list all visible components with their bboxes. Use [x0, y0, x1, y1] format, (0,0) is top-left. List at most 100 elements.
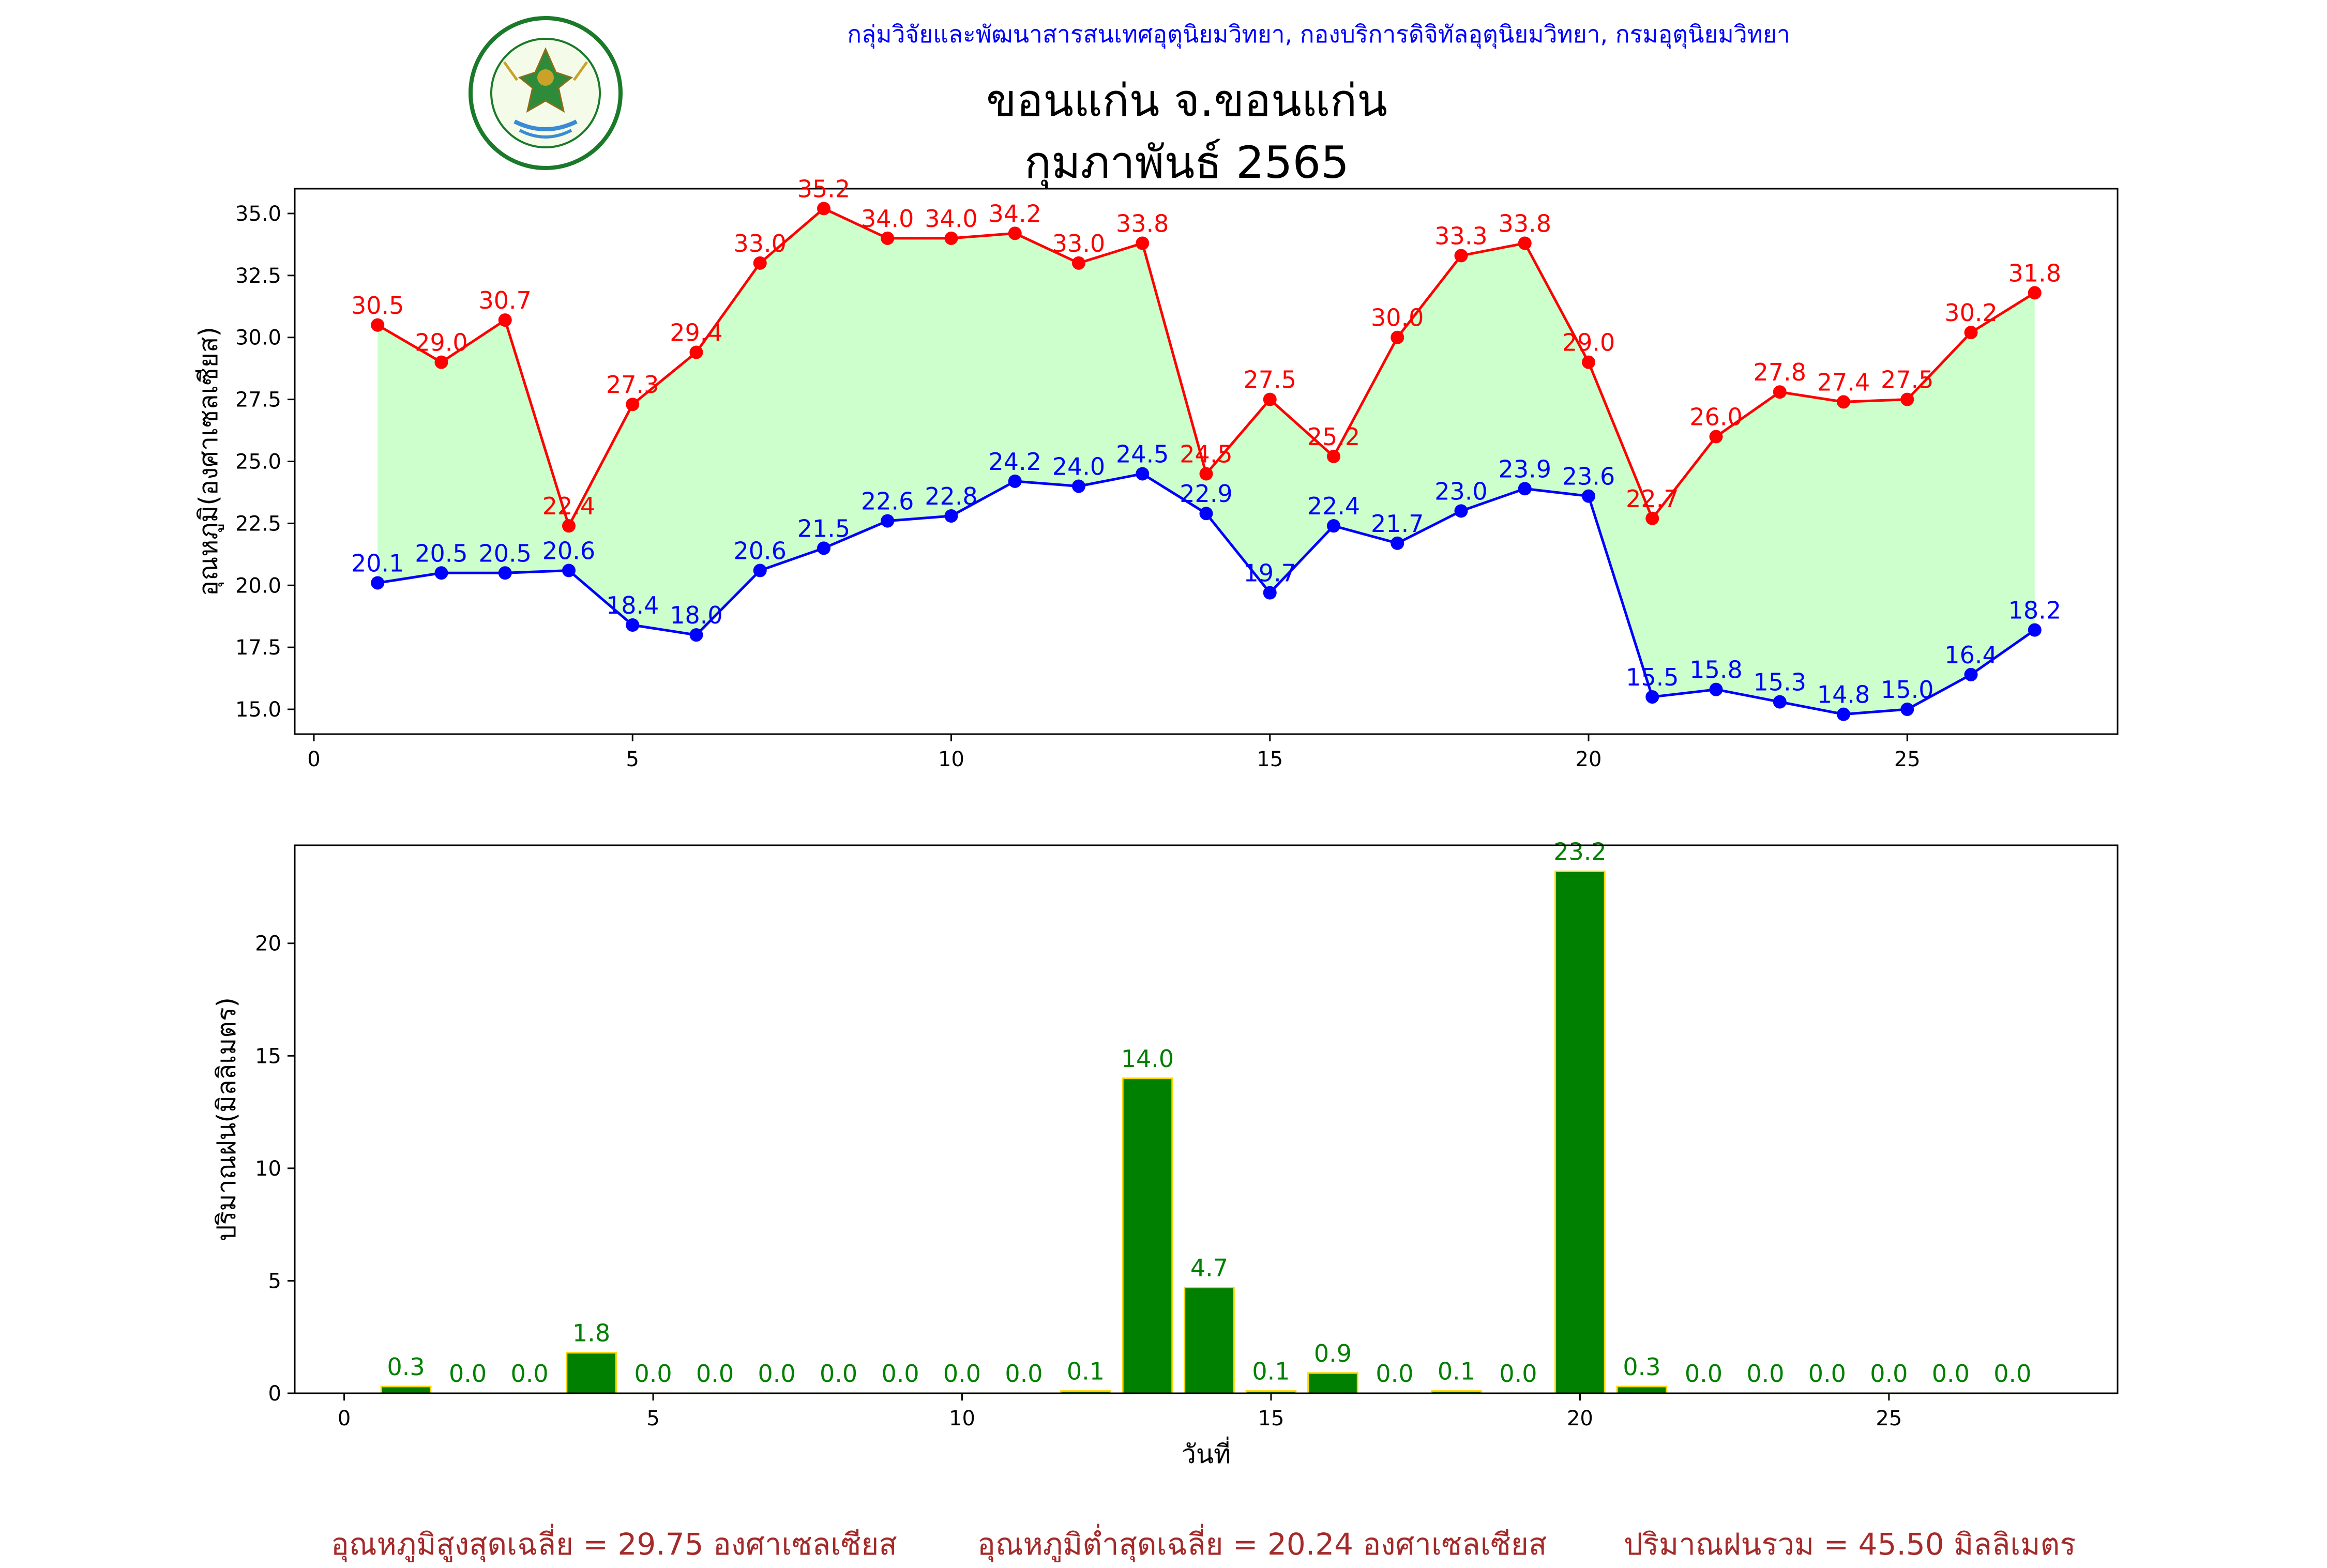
x-tick-label: 10: [949, 1407, 975, 1430]
min-temperature-point: [1773, 695, 1787, 709]
min-temperature-data-label: 15.5: [1626, 663, 1679, 691]
period-title: กุมภาพันธ์ 2565: [1024, 137, 1349, 189]
min-temperature-point: [2028, 623, 2042, 637]
max-temperature-data-label: 26.0: [1689, 403, 1742, 431]
y-tick-label: 20.0: [235, 574, 281, 598]
max-temperature-data-label: 33.8: [1499, 210, 1551, 238]
max-temperature-point: [371, 318, 385, 332]
min-temperature-point: [689, 628, 703, 642]
max-temperature-data-label: 25.2: [1307, 423, 1360, 451]
max-temperature-data-label: 30.5: [351, 292, 404, 319]
max-temperature-point: [1391, 330, 1404, 344]
rain-data-label: 0.0: [510, 1360, 548, 1388]
min-temperature-data-label: 20.1: [351, 549, 404, 577]
rain-data-label: 0.0: [820, 1360, 857, 1388]
max-temperature-point: [434, 355, 448, 369]
min-temperature-point: [753, 564, 767, 577]
rainfall-axes-frame: [294, 844, 2119, 1394]
min-temp-average: อุณหภูมิต่ำสุดเฉลี่ย = 20.24 องศาเซลเซีย…: [977, 1527, 1547, 1562]
min-temperature-point: [434, 566, 448, 580]
min-temperature-point: [881, 514, 895, 528]
y-tick-label: 10: [255, 1157, 281, 1181]
min-temperature-point: [1071, 479, 1085, 493]
max-temperature-data-label: 34.0: [861, 205, 914, 233]
min-temperature-point: [371, 576, 385, 590]
rainfall-chart: 0.3 0.0 0.0 1.8 0.0 0.0 0.0 0.0 0.0 0.0 0.0 0.1 14.0…: [211, 838, 2119, 1469]
rain-data-label: 0.1: [1067, 1358, 1105, 1386]
max-temperature-data-label: 35.2: [797, 175, 850, 203]
y-tick-label: 25.0: [235, 450, 281, 474]
y-tick-label: 20: [255, 932, 281, 956]
x-tick-label: 5: [626, 748, 639, 771]
rain-bar: [1122, 1077, 1173, 1394]
min-temperature-data-label: 18.4: [606, 591, 659, 619]
max-temperature-point: [944, 231, 958, 245]
total-rainfall: ปริมาณฝนรวม = 45.50 มิลลิเมตร: [1624, 1527, 2076, 1562]
rain-data-label: 0.0: [696, 1360, 734, 1388]
max-temperature-data-label: 27.3: [606, 371, 659, 399]
rain-data-label: 0.0: [1808, 1360, 1846, 1388]
min-temperature-data-label: 18.2: [2008, 597, 2061, 625]
max-temperature-data-label: 33.8: [1116, 210, 1169, 238]
temperature-y-axis-label: อุณหภูมิ(องศาเซลเซียส): [193, 327, 224, 596]
min-temperature-point: [1136, 467, 1150, 481]
max-temperature-point: [498, 313, 512, 327]
min-temperature-point: [1391, 536, 1404, 550]
max-temperature-point: [1518, 236, 1532, 250]
min-temperature-point: [498, 566, 512, 580]
agency-line: กลุ่มวิจัยและพัฒนาสารสนเทศอุตุนิยมวิทยา,…: [847, 20, 1790, 48]
temperature-chart: 0 5 10 15 20 25 15.0 17.5 20.0 22.5 25.0 27.5 30.0 32…: [193, 175, 2119, 771]
min-temperature-data-label: 24.2: [989, 448, 1041, 476]
x-tick-label: 0: [307, 748, 320, 771]
rain-bar: [1616, 1386, 1668, 1394]
min-temperature-point: [562, 564, 576, 577]
min-temperature-data-label: 20.5: [479, 539, 532, 567]
station-title: ขอนแก่น จ.ขอนแก่น: [986, 75, 1388, 127]
max-temperature-point: [1900, 392, 1914, 406]
max-temperature-point: [1837, 395, 1851, 409]
rain-data-label: 0.0: [1932, 1360, 1970, 1388]
min-temperature-data-label: 21.7: [1371, 510, 1424, 538]
max-temperature-point: [1136, 236, 1150, 250]
x-tick-label: 20: [1567, 1407, 1593, 1430]
rain-data-label: 0.0: [758, 1360, 795, 1388]
min-temperature-point: [1518, 482, 1532, 496]
max-temperature-point: [753, 256, 767, 270]
max-temperature-point: [1071, 256, 1085, 270]
x-tick-label: 25: [1876, 1407, 1902, 1430]
max-temperature-point: [1964, 326, 1978, 340]
max-temperature-data-label: 30.0: [1371, 304, 1424, 332]
min-temperature-point: [1582, 489, 1596, 503]
min-temperature-data-label: 15.8: [1689, 656, 1742, 684]
max-temperature-data-label: 27.4: [1817, 368, 1870, 396]
min-temperature-data-label: 22.4: [1307, 492, 1360, 520]
rain-data-label: 0.3: [1623, 1353, 1660, 1381]
rain-data-label: 0.0: [634, 1360, 672, 1388]
y-tick-label: 32.5: [235, 264, 281, 288]
min-temperature-data-label: 16.4: [1944, 641, 1997, 669]
min-temperature-data-label: 23.0: [1434, 477, 1487, 505]
max-temperature-data-label: 29.0: [1562, 329, 1615, 357]
max-temperature-data-label: 22.4: [542, 492, 595, 520]
min-temperature-point: [1327, 519, 1341, 533]
y-tick-label: 27.5: [235, 388, 281, 412]
min-temperature-data-label: 23.6: [1562, 463, 1615, 491]
max-temperature-data-label: 29.0: [415, 329, 467, 357]
min-temperature-data-label: 22.9: [1180, 480, 1232, 508]
min-temperature-point: [626, 618, 640, 632]
min-temperature-data-label: 21.5: [797, 514, 850, 542]
x-tick-label: 0: [338, 1407, 351, 1430]
rain-data-label: 0.0: [943, 1360, 981, 1388]
temperature-range-fill: [377, 208, 2035, 714]
y-tick-label: 35.0: [235, 202, 281, 226]
rain-data-label: 0.0: [881, 1360, 919, 1388]
max-temperature-point: [1327, 449, 1341, 463]
min-temperature-point: [1964, 667, 1978, 681]
rain-data-label: 0.1: [1438, 1358, 1475, 1386]
max-temperature-point: [626, 398, 640, 412]
y-tick-label: 15: [255, 1044, 281, 1068]
min-temperature-data-label: 24.0: [1052, 452, 1105, 480]
rain-bar: [1307, 1372, 1358, 1394]
max-temperature-point: [562, 519, 576, 533]
y-tick-label: 5: [268, 1269, 281, 1293]
